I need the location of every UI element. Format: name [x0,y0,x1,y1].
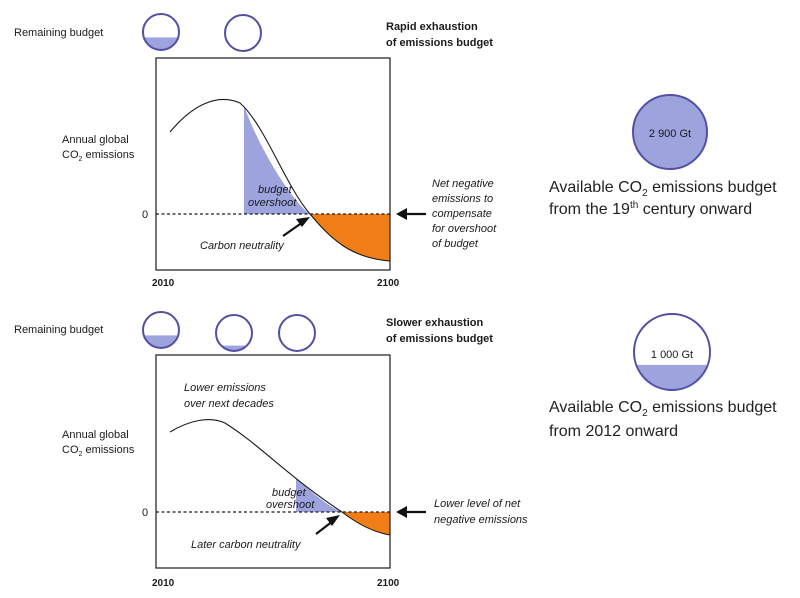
top-side-line-4: for overshoot [432,223,497,235]
bottom-y-label-line2: CO2 emissions [62,444,135,458]
bottom-x-end: 2100 [377,578,400,589]
bottom-remaining-circle-2-fill [216,345,252,351]
bottom-remaining-circle-1 [142,311,180,349]
bottom-zero-label: 0 [142,507,148,519]
top-side-line-3: compensate [432,208,492,220]
bottom-carbon-neutrality-label: Later carbon neutrality [191,539,302,551]
bottom-plot-frame [155,354,391,569]
top-title-line1: Rapid exhaustion [386,21,478,33]
top-zero-label: 0 [142,209,148,221]
top-side-arrow [396,208,426,220]
bottom-panel: Remaining budget Slower exhaustion of em… [14,311,777,589]
top-neutrality-arrow [282,217,310,237]
bottom-budget-text-line1: Available CO2 emissions budget [549,399,777,419]
bottom-plot [155,354,391,569]
top-plot [155,57,391,271]
top-remaining-label: Remaining budget [14,27,103,39]
bottom-budget-circle-fill [634,364,710,390]
top-budget-circle [632,94,708,170]
top-budget-value: 2 900 Gt [649,128,691,140]
top-emissions-curve [169,98,391,262]
top-budget-text-line1: Available CO2 emissions budget [549,179,777,199]
bottom-title-line2: of emissions budget [386,333,493,345]
top-budget-text-line2: from the 19th century onward [549,200,752,218]
bottom-budget-text-line2: from 2012 onward [549,423,678,440]
top-side-line-2: emissions to [432,193,493,205]
top-overshoot-line1: budget [258,184,293,196]
bottom-title-line1: Slower exhaustion [386,317,483,329]
top-panel: Remaining budget Rapid exhaustion of emi… [14,13,777,289]
bottom-remaining-circle-3 [278,314,316,352]
bottom-y-label-line1: Annual global [62,429,129,441]
top-title-line2: of emissions budget [386,37,493,49]
top-plot-frame [155,57,391,271]
bottom-remaining-label: Remaining budget [14,324,103,336]
bottom-overshoot-line2: overshoot [266,499,315,511]
bottom-lower-line1: Lower emissions [184,382,266,394]
bottom-x-start: 2010 [152,578,175,589]
top-x-end: 2100 [377,278,400,289]
top-carbon-neutrality-label: Carbon neutrality [200,240,285,252]
top-y-label-line1: Annual global [62,134,129,146]
bottom-emissions-curve [169,419,391,536]
bottom-side-line-2: negative emissions [434,514,528,526]
top-budget-overshoot-area [244,105,310,214]
bottom-negative-emissions-area [342,512,390,535]
top-overshoot-line2: overshoot [248,197,297,209]
bottom-overshoot-line1: budget [272,487,307,499]
top-x-start: 2010 [152,278,175,289]
top-side-line-1: Net negative [432,178,494,190]
top-remaining-circle-1 [142,13,180,51]
bottom-side-arrow [396,506,426,518]
top-side-line-5: of budget [432,238,479,250]
top-budget-circle-fill [633,95,707,169]
top-negative-emissions-area [310,214,390,261]
bottom-budget-value: 1 000 Gt [651,349,693,361]
top-y-label-line2: CO2 emissions [62,149,135,163]
bottom-budget-overshoot-area [296,478,342,512]
bottom-lower-line2: over next decades [184,398,274,410]
bottom-side-line-1: Lower level of net [434,498,521,510]
top-remaining-circle-2 [224,14,262,52]
bottom-neutrality-arrow [315,515,340,535]
bottom-remaining-circle-2 [215,314,253,352]
